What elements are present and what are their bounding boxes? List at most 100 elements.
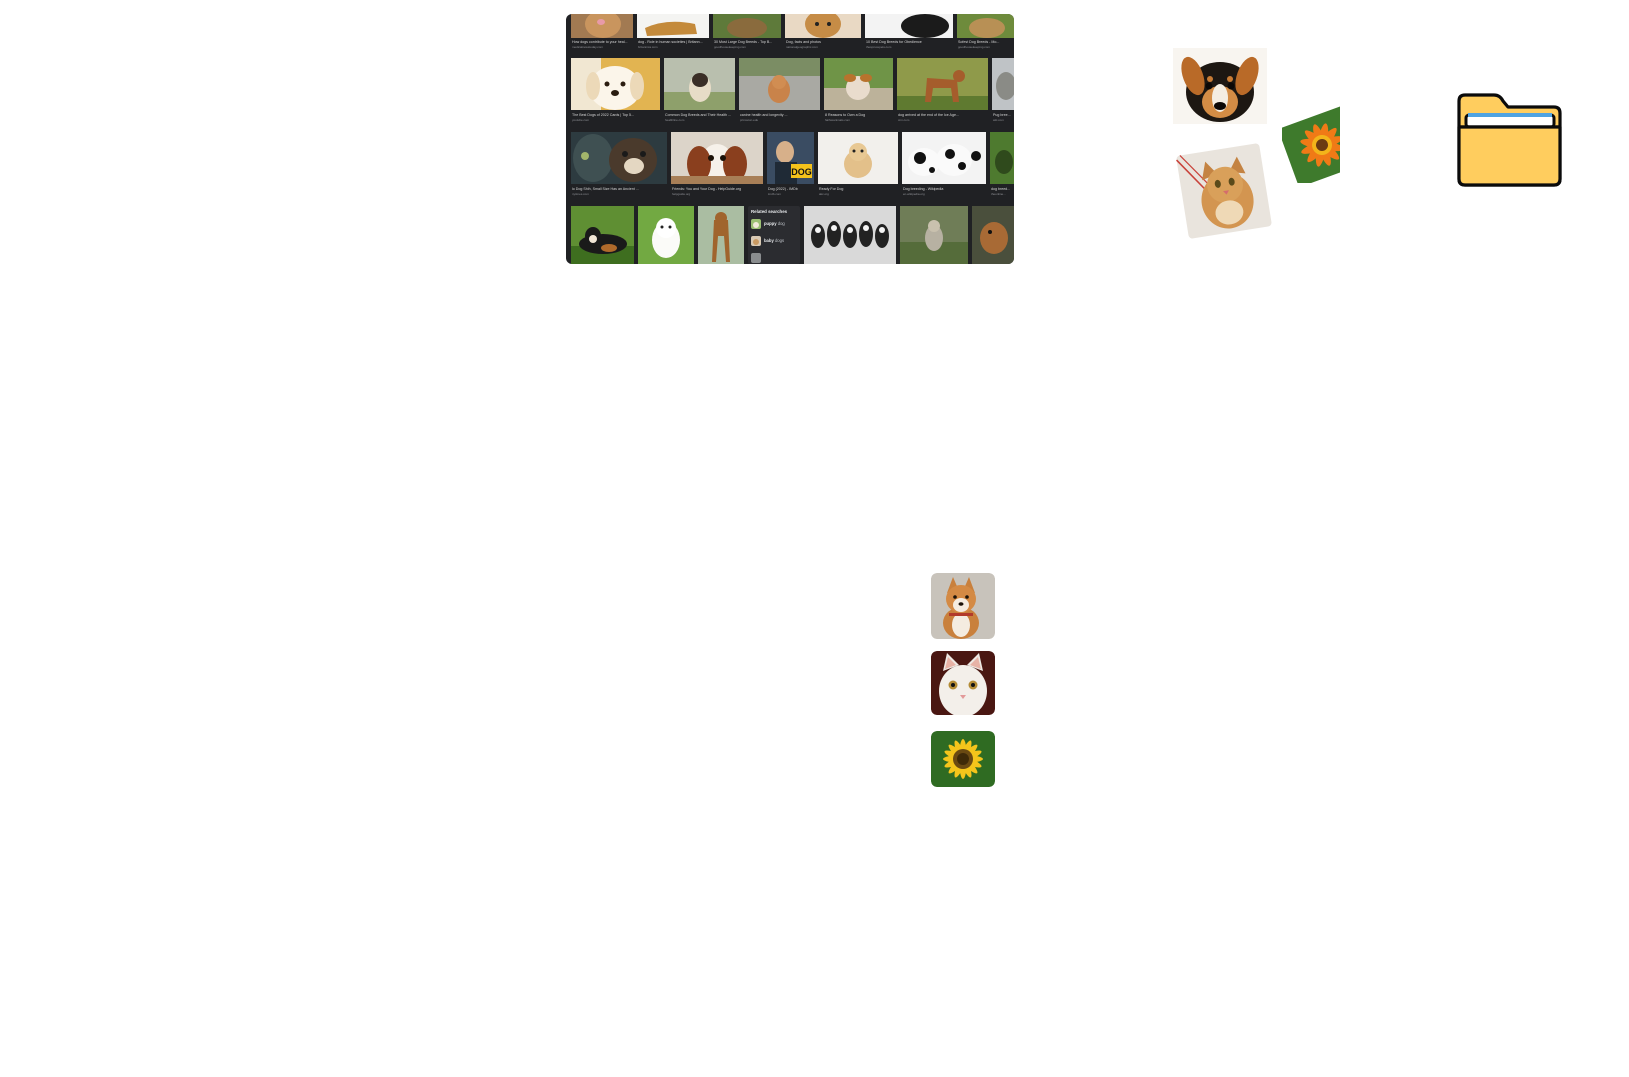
- result-source: theonline...: [991, 192, 1006, 196]
- result-thumbnail[interactable]: [785, 14, 861, 38]
- related-search-label: baby dogs: [764, 238, 785, 243]
- result-caption[interactable]: Dog, facts and photos: [786, 40, 821, 44]
- result-tile[interactable]: The Best Dogs of 2022 Cards | Top 5... y…: [571, 58, 660, 130]
- result-caption[interactable]: Pug bree...: [993, 113, 1011, 117]
- image-search-results-screenshot[interactable]: How dogs contribute to your heal... medi…: [566, 14, 1014, 264]
- result-thumbnail[interactable]: [637, 14, 709, 38]
- result-source: medicalnewstoday.com: [572, 45, 603, 49]
- result-tile[interactable]: 10 Best Dog Breeds for Obedience thespru…: [865, 14, 953, 56]
- sunflower-thumbnail[interactable]: [931, 731, 995, 787]
- result-source: akc.org: [819, 192, 829, 196]
- related-search-label: puppy dog: [764, 221, 785, 226]
- result-source: princeton.edu: [740, 118, 759, 122]
- puppy-image[interactable]: [1173, 48, 1267, 124]
- results-row-4: Related searches puppy dog baby dogs: [566, 206, 1014, 264]
- result-source: nationalgeographic.com: [786, 45, 818, 49]
- related-search-thumbnail: [751, 253, 761, 263]
- related-search-thumbnail: [751, 219, 761, 229]
- result-caption[interactable]: Sofest Dog Breeds - Mo...: [958, 40, 1000, 44]
- result-source: goodhousekeeping.com: [714, 45, 746, 49]
- result-caption[interactable]: 10 Best Dog Breeds for Obedience: [866, 40, 922, 44]
- related-search-item[interactable]: baby dogs: [751, 236, 795, 246]
- result-tile[interactable]: 8 Reasons to Own a Dog fairfaxanimals.co…: [824, 58, 893, 130]
- result-thumbnail[interactable]: [818, 132, 898, 184]
- result-tile[interactable]: DOG Dog (2022) - IMDb imdb.com: [767, 132, 814, 204]
- result-source: en.wikipedia.org: [903, 192, 925, 196]
- result-tile[interactable]: How dogs contribute to your heal... medi…: [571, 14, 633, 56]
- result-caption[interactable]: How dogs contribute to your heal...: [572, 40, 628, 44]
- result-thumbnail[interactable]: [992, 58, 1014, 110]
- result-tile[interactable]: Dog breeding - Wikipedia en.wikipedia.or…: [902, 132, 986, 204]
- movie-poster-title: DOG: [791, 167, 812, 177]
- result-thumbnail[interactable]: [713, 14, 781, 38]
- related-search-thumbnail: [751, 236, 761, 246]
- result-caption[interactable]: lo Dog Shih, Small Size Has an Ancient .…: [572, 187, 639, 191]
- result-thumbnail[interactable]: [739, 58, 820, 110]
- result-tile[interactable]: dog arrived at the end of the Ice Age...…: [897, 58, 988, 130]
- result-thumbnail[interactable]: [571, 206, 634, 264]
- result-source: wki.com: [993, 118, 1004, 122]
- result-tile[interactable]: Dog, facts and photos nationalgeographic…: [785, 14, 861, 56]
- result-tile[interactable]: dog breed... theonline...: [990, 132, 1014, 204]
- result-tile[interactable]: lo Dog Shih, Small Size Has an Ancient .…: [571, 132, 667, 204]
- result-thumbnail[interactable]: [571, 132, 667, 184]
- result-thumbnail[interactable]: [990, 132, 1014, 184]
- result-tile[interactable]: Sofest Dog Breeds - Mo... goodhousekeepi…: [957, 14, 1014, 56]
- result-tile[interactable]: Friends: You and Your Dog - HelpGuide.or…: [671, 132, 763, 204]
- result-caption[interactable]: dog breed...: [991, 187, 1011, 191]
- result-thumbnail[interactable]: [698, 206, 744, 264]
- result-thumbnail[interactable]: [865, 14, 953, 38]
- result-tile[interactable]: 30 Most Large Dog Breeds - Top B... good…: [713, 14, 781, 56]
- result-source: cnn.com: [898, 118, 910, 122]
- shiba-dog-thumbnail[interactable]: [931, 573, 995, 639]
- result-source: fairfaxanimals.com: [825, 118, 851, 122]
- result-source: healthline.com: [665, 118, 685, 122]
- result-thumbnail[interactable]: [902, 132, 986, 184]
- result-caption[interactable]: canine health and longevity ...: [740, 113, 788, 117]
- result-source: thesprucepets.com: [866, 45, 892, 49]
- result-caption[interactable]: dog - Role in human societies | Britann.…: [638, 40, 703, 44]
- result-caption[interactable]: Common Dog Breeds and Their Health ...: [665, 113, 732, 117]
- result-thumbnail[interactable]: [824, 58, 893, 110]
- result-thumbnail[interactable]: [804, 206, 896, 264]
- cat-image[interactable]: [1176, 141, 1272, 241]
- result-tile[interactable]: dog - Role in human societies | Britann.…: [637, 14, 709, 56]
- result-caption[interactable]: Dog (2022) - IMDb: [768, 187, 798, 191]
- related-searches-panel: Related searches puppy dog baby dogs: [748, 206, 800, 264]
- result-thumbnail[interactable]: [571, 14, 633, 38]
- result-tile[interactable]: canine health and longevity ... princeto…: [739, 58, 820, 130]
- result-source: britannica.com: [638, 45, 658, 49]
- result-caption[interactable]: 30 Most Large Dog Breeds - Top B...: [714, 40, 773, 44]
- result-thumbnail[interactable]: [957, 14, 1014, 38]
- white-cat-thumbnail[interactable]: [931, 651, 995, 715]
- result-tile[interactable]: Common Dog Breeds and Their Health ... h…: [664, 58, 735, 130]
- result-thumbnail[interactable]: [571, 58, 660, 110]
- orange-flower-image[interactable]: [1282, 105, 1340, 183]
- result-thumbnail[interactable]: DOG: [767, 132, 814, 184]
- results-row-2: The Best Dogs of 2022 Cards | Top 5... y…: [566, 58, 1014, 130]
- result-caption[interactable]: Ready For Dog: [819, 187, 844, 191]
- results-row-3: lo Dog Shih, Small Size Has an Ancient .…: [566, 132, 1014, 204]
- result-thumbnail[interactable]: [972, 206, 1014, 264]
- result-thumbnail[interactable]: [897, 58, 988, 110]
- result-source: goodhousekeeping.com: [958, 45, 990, 49]
- result-thumbnail[interactable]: [671, 132, 763, 184]
- result-source: nytimes.com: [572, 192, 589, 196]
- result-source: imdb.com: [768, 192, 782, 196]
- result-thumbnail[interactable]: [664, 58, 735, 110]
- result-thumbnail[interactable]: [900, 206, 968, 264]
- result-caption[interactable]: Friends: You and Your Dog - HelpGuide.or…: [672, 187, 742, 191]
- related-searches-title: Related searches: [751, 209, 788, 214]
- folder-icon[interactable]: [1456, 91, 1564, 189]
- result-caption[interactable]: 8 Reasons to Own a Dog: [825, 113, 866, 117]
- result-caption[interactable]: dog arrived at the end of the Ice Age...: [898, 113, 959, 117]
- result-caption[interactable]: Dog breeding - Wikipedia: [903, 187, 944, 191]
- related-search-item[interactable]: [751, 253, 795, 263]
- result-caption[interactable]: The Best Dogs of 2022 Cards | Top 5...: [572, 113, 634, 117]
- result-tile[interactable]: Ready For Dog akc.org: [818, 132, 898, 204]
- results-row-1: How dogs contribute to your heal... medi…: [566, 14, 1014, 56]
- result-tile[interactable]: Pug bree... wki.com: [992, 58, 1014, 130]
- related-search-item[interactable]: puppy dog: [751, 219, 795, 229]
- result-source: youtube.com: [572, 118, 590, 122]
- result-thumbnail[interactable]: [638, 206, 694, 264]
